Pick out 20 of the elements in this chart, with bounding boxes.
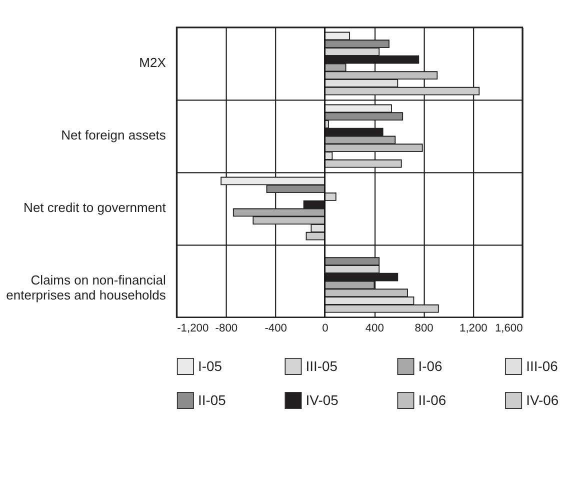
x-tick-label: 0 bbox=[322, 322, 328, 335]
x-tick-label: -1,200 bbox=[177, 322, 209, 335]
x-tick-label: 1,600 bbox=[494, 322, 523, 335]
x-tick-label: 1,200 bbox=[459, 322, 488, 335]
y-tick-label: Net foreign assets bbox=[61, 128, 166, 143]
legend-label: I-06 bbox=[418, 358, 443, 374]
legend-label: III-05 bbox=[306, 358, 338, 374]
legend-label: IV-06 bbox=[526, 392, 559, 408]
y-tick-label: M2X bbox=[139, 55, 166, 70]
x-tick-label: -800 bbox=[215, 322, 238, 335]
x-tick-label: 800 bbox=[414, 322, 434, 335]
x-tick-label: -400 bbox=[264, 322, 288, 335]
legend-label: II-05 bbox=[198, 392, 226, 408]
legend-label: I-05 bbox=[198, 358, 222, 374]
x-tick-label: 400 bbox=[365, 322, 384, 335]
legend-label: III-06 bbox=[526, 358, 558, 374]
y-tick-label: Net credit to government bbox=[24, 200, 166, 216]
legend-label: IV-05 bbox=[306, 392, 339, 408]
y-tick-label: Claims on non-financial enterprises and households bbox=[6, 272, 166, 303]
legend-label: II-06 bbox=[418, 392, 446, 408]
